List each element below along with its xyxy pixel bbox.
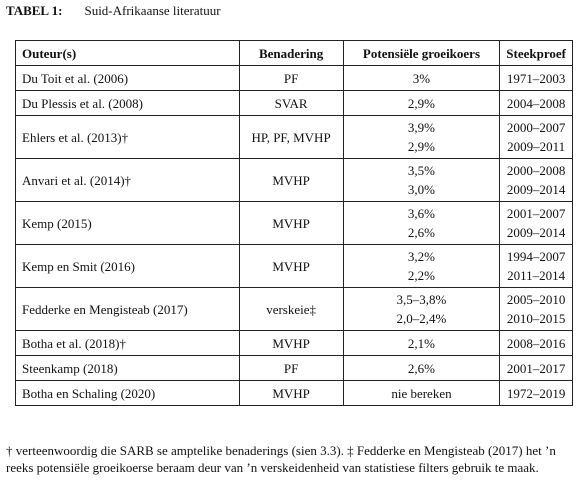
header-growth-rate: Potensiële groeikoers	[342, 40, 501, 66]
sample-period-value: 2000–2007	[506, 120, 566, 135]
cell-sample: 1971–2003	[499, 65, 573, 91]
cell-growth-rate: 3,6% 2,6%	[342, 201, 501, 245]
growth-rate-value: 2,6%	[407, 225, 436, 240]
header-approach: Benadering	[238, 40, 344, 66]
cell-growth-rate: 2,6%	[342, 355, 501, 381]
cell-author: Du Toit et al. (2006)	[15, 65, 240, 91]
cell-author: Du Plessis et al. (2008)	[15, 90, 240, 116]
table-row: Botha et al. (2018)† MVHP 2,1% 2008–2016	[15, 330, 573, 356]
cell-sample: 2000–2007 2009–2011	[499, 115, 573, 159]
growth-rate-value: 2,9%	[407, 139, 436, 154]
cell-sample: 2001–2007 2009–2014	[499, 201, 573, 245]
table-row: Fedderke en Mengisteab (2017) verskeie‡ 3,…	[15, 287, 573, 331]
cell-approach: MVHP	[238, 201, 344, 245]
sample-period-value: 2009–2014	[506, 182, 566, 197]
cell-growth-rate: 3,5% 3,0%	[342, 158, 501, 202]
cell-growth-rate: 2,9%	[342, 90, 501, 116]
literature-table: Outeur(s) Benadering Potensiële groeikoe…	[15, 40, 573, 406]
sample-period-value: 2011–2014	[507, 268, 566, 283]
sample-period-value: 1971–2003	[506, 70, 566, 86]
cell-growth-rate: 2,1%	[342, 330, 501, 356]
cell-growth-rate: 3,5–3,8% 2,0–2,4%	[342, 287, 501, 331]
cell-growth-rate: nie bereken	[342, 380, 501, 406]
growth-rate-value: 3,0%	[407, 182, 436, 197]
table-row: Steenkamp (2018) PF 2,6% 2001–2017	[15, 355, 573, 381]
table-row: Ehlers et al. (2013)† HP, PF, MVHP 3,9% 2,9…	[15, 115, 573, 159]
cell-approach: HP, PF, MVHP	[238, 115, 344, 159]
table-footnote: † verteenwoordig die SARB se amptelike b…	[6, 443, 556, 475]
table-row: Kemp (2015) MVHP 3,6% 2,6% 2001–2007 2009–201…	[15, 201, 573, 245]
growth-rate-value: 3%	[412, 70, 431, 86]
sample-period-value: 2001–2007	[506, 206, 566, 221]
growth-rate-value: 2,2%	[407, 268, 436, 283]
cell-sample: 2001–2017	[499, 355, 573, 381]
growth-rate-value: nie bereken	[391, 385, 452, 401]
sample-period-value: 2010–2015	[506, 311, 566, 326]
sample-period-value: 2009–2014	[506, 225, 566, 240]
cell-author: Fedderke en Mengisteab (2017)	[15, 287, 240, 331]
growth-rate-value: 3,9%	[407, 120, 436, 135]
cell-approach: MVHP	[238, 158, 344, 202]
cell-author: Botha en Schaling (2020)	[15, 380, 240, 406]
growth-rate-value: 2,9%	[407, 95, 436, 111]
growth-rate-value: 2,6%	[407, 360, 436, 376]
growth-rate-value: 3,5%	[407, 163, 436, 178]
cell-sample: 2000–2008 2009–2014	[499, 158, 573, 202]
cell-sample: 2005–2010 2010–2015	[499, 287, 573, 331]
sample-period-value: 2004–2008	[506, 95, 566, 111]
table-row: Kemp en Smit (2016) MVHP 3,2% 2,2% 1994–2007…	[15, 244, 573, 288]
growth-rate-value: 3,2%	[407, 249, 436, 264]
cell-approach: PF	[238, 65, 344, 91]
cell-author: Ehlers et al. (2013)†	[15, 115, 240, 159]
growth-rate-value: 2,0–2,4%	[396, 311, 447, 326]
table-caption-label: TABEL 1:	[6, 3, 63, 18]
cell-author: Kemp en Smit (2016)	[15, 244, 240, 288]
sample-period-value: 2008–2016	[506, 335, 566, 351]
cell-growth-rate: 3%	[342, 65, 501, 91]
growth-rate-value: 3,6%	[407, 206, 436, 221]
table-row: Du Toit et al. (2006) PF 3% 1971–2003	[15, 65, 573, 91]
sample-period-value: 2009–2011	[507, 139, 566, 154]
header-author: Outeur(s)	[15, 40, 240, 66]
cell-growth-rate: 3,2% 2,2%	[342, 244, 501, 288]
table-caption: TABEL 1: Suid-Afrikaanse literatuur	[6, 3, 221, 19]
sample-period-value: 2001–2017	[506, 360, 566, 376]
cell-approach: MVHP	[238, 380, 344, 406]
table-header-row: Outeur(s) Benadering Potensiële groeikoe…	[15, 40, 573, 66]
cell-approach: MVHP	[238, 244, 344, 288]
cell-sample: 2004–2008	[499, 90, 573, 116]
cell-author: Botha et al. (2018)†	[15, 330, 240, 356]
sample-period-value: 2005–2010	[506, 292, 566, 307]
table-row: Du Plessis et al. (2008) SVAR 2,9% 2004–200…	[15, 90, 573, 116]
cell-approach: MVHP	[238, 330, 344, 356]
cell-sample: 2008–2016	[499, 330, 573, 356]
cell-author: Steenkamp (2018)	[15, 355, 240, 381]
cell-growth-rate: 3,9% 2,9%	[342, 115, 501, 159]
growth-rate-value: 3,5–3,8%	[396, 292, 447, 307]
cell-sample: 1972–2019	[499, 380, 573, 406]
cell-approach: verskeie‡	[238, 287, 344, 331]
cell-author: Anvari et al. (2014)†	[15, 158, 240, 202]
cell-sample: 1994–2007 2011–2014	[499, 244, 573, 288]
sample-period-value: 1994–2007	[506, 249, 566, 264]
cell-author: Kemp (2015)	[15, 201, 240, 245]
growth-rate-value: 2,1%	[407, 335, 436, 351]
cell-approach: SVAR	[238, 90, 344, 116]
sample-period-value: 1972–2019	[506, 385, 566, 401]
table-row: Botha en Schaling (2020) MVHP nie bereken 1…	[15, 380, 573, 406]
table-row: Anvari et al. (2014)† MVHP 3,5% 3,0% 2000–20…	[15, 158, 573, 202]
header-sample: Steekproef	[499, 40, 573, 66]
sample-period-value: 2000–2008	[506, 163, 566, 178]
table-body: Du Toit et al. (2006) PF 3% 1971–2003 Du Ple…	[15, 65, 573, 406]
table-caption-title: Suid-Afrikaanse literatuur	[84, 3, 221, 18]
cell-approach: PF	[238, 355, 344, 381]
